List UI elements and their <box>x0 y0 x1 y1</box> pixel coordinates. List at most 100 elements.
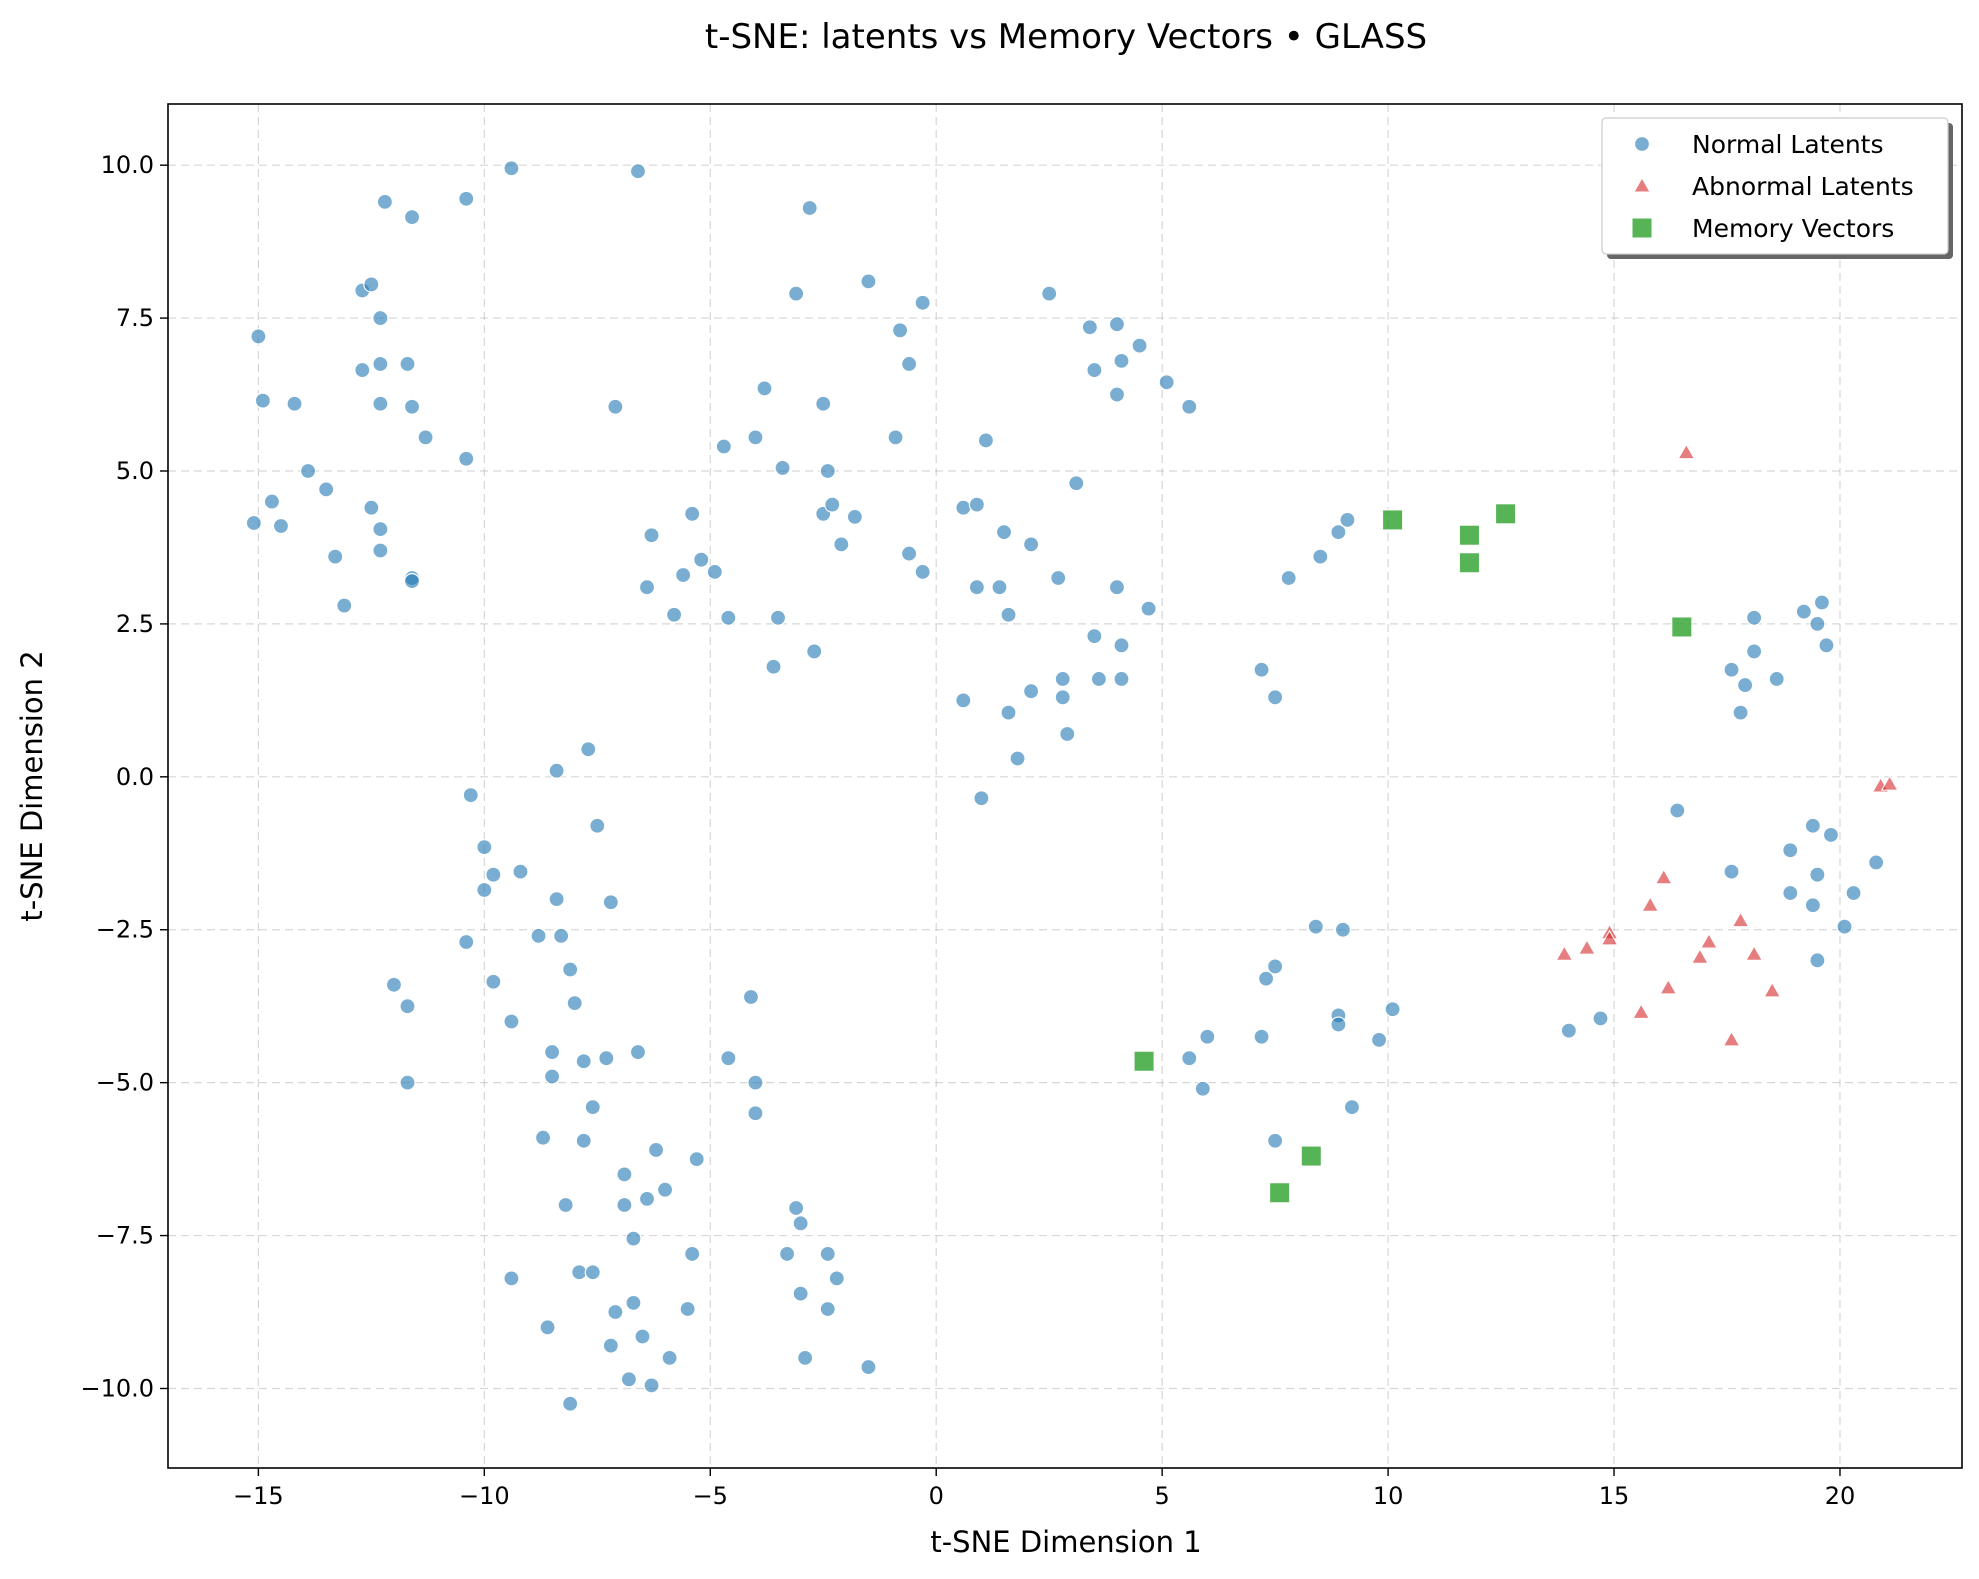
normal-latent-point <box>399 998 416 1015</box>
normal-latent-point <box>399 355 416 373</box>
normal-latent-point <box>1809 866 1826 883</box>
normal-latent-point <box>1845 884 1862 902</box>
normal-latent-point <box>1809 615 1826 633</box>
abnormal-latent-point <box>1691 948 1709 964</box>
normal-latent-point <box>1000 606 1017 623</box>
normal-latent-point <box>1181 398 1198 415</box>
normal-latent-point <box>995 524 1013 541</box>
y-tick-label: −10.0 <box>80 1374 154 1402</box>
normal-latent-point <box>1140 600 1157 617</box>
memory-vector-point <box>1133 1050 1155 1072</box>
normal-latent-point <box>1086 361 1103 379</box>
normal-latent-point <box>385 976 403 993</box>
grid-lines <box>168 104 1962 1468</box>
legend-box <box>1601 117 1949 255</box>
normal-latent-point <box>372 395 389 412</box>
normal-latent-point <box>1669 802 1686 819</box>
normal-latent-point <box>1339 511 1356 529</box>
abnormal-latent-point <box>1880 775 1899 791</box>
y-tick-label: −5.0 <box>96 1069 154 1097</box>
normal-latent-point <box>566 995 583 1012</box>
normal-latent-point <box>1746 643 1763 660</box>
normal-latent-point <box>1813 594 1831 611</box>
normal-latent-point <box>286 395 303 412</box>
normal-latent-point <box>1023 536 1040 553</box>
normal-latent-point <box>1804 817 1821 834</box>
normal-latent-point <box>544 1043 561 1061</box>
normal-latent-point <box>788 285 805 302</box>
normal-latent-point <box>1384 1001 1401 1018</box>
normal-latent-point <box>327 548 344 565</box>
memory-vector-point <box>1458 524 1480 546</box>
normal-latent-point <box>643 1377 660 1394</box>
normal-latent-point <box>1822 826 1840 844</box>
normal-latent-point <box>675 566 692 584</box>
x-axis-ticks: −15 −10 −5 0 5 10 15 20 <box>233 1468 1855 1510</box>
normal-latent-point <box>914 563 931 581</box>
normal-latent-point <box>1307 918 1324 935</box>
normal-latent-point <box>620 1371 638 1388</box>
normal-latent-point <box>747 429 764 446</box>
normal-latent-point <box>1086 628 1103 645</box>
normal-latent-point <box>1113 670 1130 688</box>
abnormal-latent-point <box>1632 1003 1651 1019</box>
abnormal-latent-point <box>1745 945 1763 961</box>
normal-latent-point <box>403 209 421 226</box>
normal-latent-point <box>602 1337 619 1354</box>
normal-latent-point <box>684 1245 701 1263</box>
normal-latent-point <box>403 572 421 590</box>
normal-latent-point <box>1257 970 1275 987</box>
normal-latent-point <box>955 692 972 709</box>
normal-latent-point <box>562 961 579 978</box>
memory-vector-point <box>1458 552 1480 574</box>
abnormal-latent-point <box>1700 932 1718 949</box>
abnormal-latent-point <box>1722 1030 1741 1047</box>
normal-latent-point <box>372 309 389 327</box>
y-tick-label: −7.5 <box>96 1222 154 1250</box>
normal-latent-point <box>688 1151 705 1168</box>
normal-latent-point <box>1809 952 1826 969</box>
memory-vectors-series <box>1133 503 1693 1204</box>
x-tick-label: 0 <box>929 1482 944 1510</box>
normal-latent-point <box>272 517 290 535</box>
normal-latent-point <box>1330 1016 1347 1033</box>
normal-latent-point <box>1009 750 1026 767</box>
normal-latent-point <box>819 1245 836 1263</box>
normal-latent-point <box>571 1264 588 1281</box>
x-tick-label: 20 <box>1825 1482 1856 1510</box>
normal-latent-point <box>584 1099 601 1116</box>
normal-latent-point <box>846 508 863 525</box>
normal-latent-point <box>462 787 479 804</box>
normal-latent-point <box>792 1215 809 1232</box>
normal-latent-point <box>715 438 732 455</box>
normal-latent-point <box>318 481 335 498</box>
normal-latent-point <box>616 1196 633 1214</box>
normal-latent-point <box>833 536 850 553</box>
normal-latent-point <box>1253 1028 1270 1045</box>
legend-marker <box>1633 135 1651 153</box>
abnormal-latent-point <box>1555 945 1574 961</box>
x-tick-label: −5 <box>693 1482 728 1510</box>
normal-latent-point <box>548 762 565 779</box>
normal-latent-point <box>503 1270 520 1287</box>
normal-latent-point <box>485 866 502 883</box>
normal-latent-point <box>1081 319 1098 336</box>
normal-latent-point <box>1736 676 1754 694</box>
y-tick-label: 0.0 <box>116 763 154 791</box>
normal-latent-point <box>476 881 493 899</box>
normal-latent-point <box>824 496 841 513</box>
y-axis-ticks: 10.0 7.5 5.0 2.5 0.0 −2.5 −5.0 −7.5 −10.0 <box>80 151 168 1402</box>
normal-latent-point <box>815 395 832 412</box>
normal-latent-point <box>629 163 647 180</box>
normal-latent-point <box>801 199 818 217</box>
normal-latent-point <box>747 1105 764 1122</box>
normal-latent-point <box>977 432 995 449</box>
normal-latent-point <box>557 1196 574 1214</box>
memory-vector-point <box>1269 1182 1291 1204</box>
legend: Normal Latents Abnormal Latents Memory Vec… <box>1601 117 1953 259</box>
normal-latent-point <box>629 1043 647 1061</box>
normal-latent-point <box>458 933 475 951</box>
y-tick-label: 7.5 <box>116 304 154 332</box>
normal-latent-point <box>891 322 909 339</box>
